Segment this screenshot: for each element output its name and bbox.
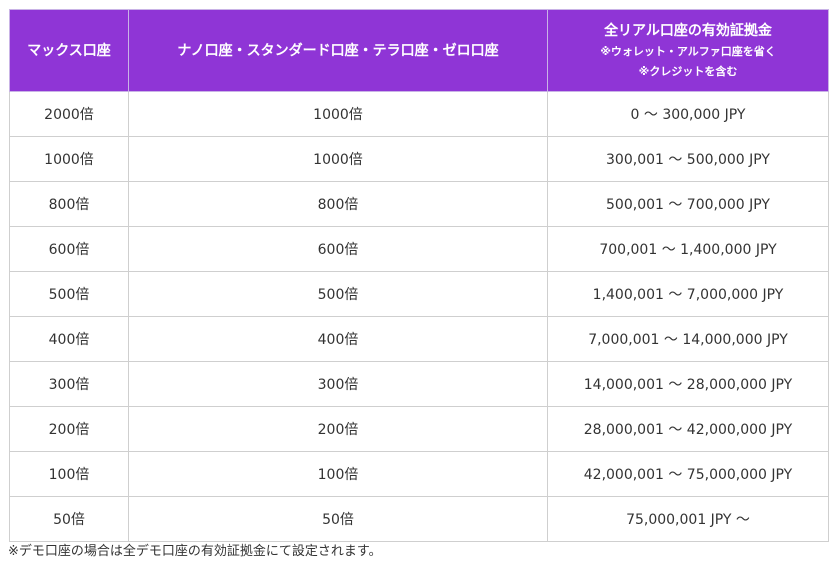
cell-equity-range: 28,000,001 〜 42,000,000 JPY (547, 406, 829, 452)
cell-other-leverage: 100倍 (128, 451, 548, 497)
header-row: マックス口座 ナノ口座・スタンダード口座・テラ口座・ゼロ口座 全リアル口座の有効… (9, 9, 829, 92)
header-max-account-label: マックス口座 (27, 42, 111, 59)
cell-other-leverage: 300倍 (128, 361, 548, 407)
cell-other-leverage: 600倍 (128, 226, 548, 272)
cell-other-leverage: 800倍 (128, 181, 548, 227)
table-row: 300倍 300倍 14,000,001 〜 28,000,000 JPY (9, 361, 829, 407)
table-row: 50倍 50倍 75,000,001 JPY 〜 (9, 496, 829, 542)
table-row: 400倍 400倍 7,000,001 〜 14,000,000 JPY (9, 316, 829, 362)
table-body: 2000倍 1000倍 0 〜 300,000 JPY 1000倍 1000倍 … (9, 91, 829, 542)
cell-max-leverage: 50倍 (9, 496, 129, 542)
header-equity-note-2: ※クレジットを含む (638, 64, 738, 78)
table-header: マックス口座 ナノ口座・スタンダード口座・テラ口座・ゼロ口座 全リアル口座の有効… (9, 9, 829, 92)
cell-other-leverage: 200倍 (128, 406, 548, 452)
cell-max-leverage: 200倍 (9, 406, 129, 452)
cell-other-leverage: 400倍 (128, 316, 548, 362)
cell-equity-range: 42,000,001 〜 75,000,000 JPY (547, 451, 829, 497)
header-other-accounts: ナノ口座・スタンダード口座・テラ口座・ゼロ口座 (128, 9, 548, 92)
table-row: 500倍 500倍 1,400,001 〜 7,000,000 JPY (9, 271, 829, 317)
leverage-table-container: マックス口座 ナノ口座・スタンダード口座・テラ口座・ゼロ口座 全リアル口座の有効… (9, 9, 829, 542)
cell-max-leverage: 800倍 (9, 181, 129, 227)
table-row: 2000倍 1000倍 0 〜 300,000 JPY (9, 91, 829, 137)
cell-max-leverage: 400倍 (9, 316, 129, 362)
table-row: 200倍 200倍 28,000,001 〜 42,000,000 JPY (9, 406, 829, 452)
table-row: 100倍 100倍 42,000,001 〜 75,000,000 JPY (9, 451, 829, 497)
table-row: 800倍 800倍 500,001 〜 700,000 JPY (9, 181, 829, 227)
cell-equity-range: 7,000,001 〜 14,000,000 JPY (547, 316, 829, 362)
cell-equity-range: 14,000,001 〜 28,000,000 JPY (547, 361, 829, 407)
cell-other-leverage: 50倍 (128, 496, 548, 542)
cell-max-leverage: 500倍 (9, 271, 129, 317)
cell-equity-range: 75,000,001 JPY 〜 (547, 496, 829, 542)
header-equity-label: 全リアル口座の有効証拠金 (604, 22, 772, 39)
table-row: 1000倍 1000倍 300,001 〜 500,000 JPY (9, 136, 829, 182)
cell-max-leverage: 100倍 (9, 451, 129, 497)
cell-equity-range: 300,001 〜 500,000 JPY (547, 136, 829, 182)
demo-account-footnote: ※デモ口座の場合は全デモ口座の有効証拠金にて設定されます。 (8, 544, 382, 559)
cell-max-leverage: 2000倍 (9, 91, 129, 137)
cell-other-leverage: 1000倍 (128, 136, 548, 182)
cell-max-leverage: 600倍 (9, 226, 129, 272)
cell-equity-range: 700,001 〜 1,400,000 JPY (547, 226, 829, 272)
cell-other-leverage: 500倍 (128, 271, 548, 317)
table-row: 600倍 600倍 700,001 〜 1,400,000 JPY (9, 226, 829, 272)
cell-max-leverage: 300倍 (9, 361, 129, 407)
header-other-accounts-label: ナノ口座・スタンダード口座・テラ口座・ゼロ口座 (177, 42, 499, 59)
cell-max-leverage: 1000倍 (9, 136, 129, 182)
cell-equity-range: 0 〜 300,000 JPY (547, 91, 829, 137)
cell-other-leverage: 1000倍 (128, 91, 548, 137)
header-equity: 全リアル口座の有効証拠金 ※ウォレット・アルファ口座を省く ※クレジットを含む (547, 9, 829, 92)
header-max-account: マックス口座 (9, 9, 129, 92)
cell-equity-range: 500,001 〜 700,000 JPY (547, 181, 829, 227)
leverage-table: マックス口座 ナノ口座・スタンダード口座・テラ口座・ゼロ口座 全リアル口座の有効… (9, 9, 829, 542)
cell-equity-range: 1,400,001 〜 7,000,000 JPY (547, 271, 829, 317)
header-equity-note-1: ※ウォレット・アルファ口座を省く (600, 44, 776, 58)
